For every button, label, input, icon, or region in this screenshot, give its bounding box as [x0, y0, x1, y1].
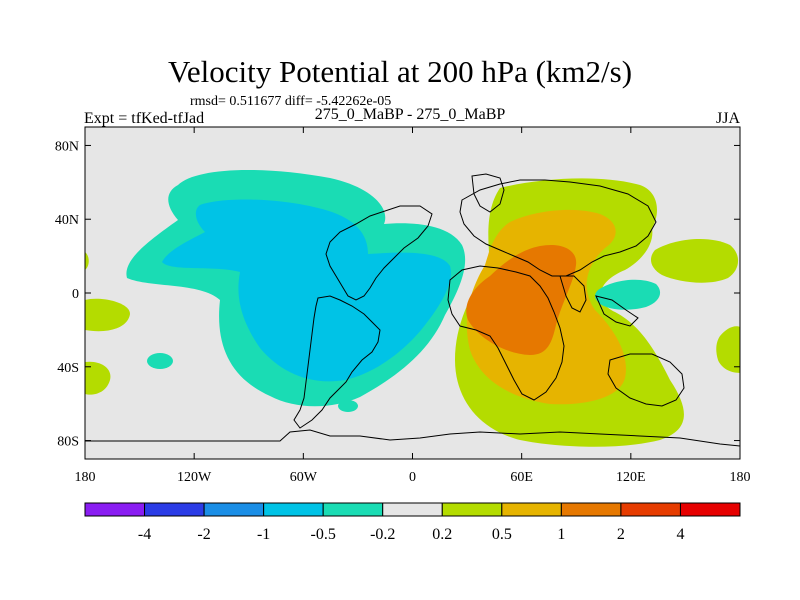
australia-outline	[607, 353, 685, 407]
y-tick-label: 80N	[55, 139, 79, 154]
antarctica-outline	[85, 429, 740, 447]
colorbar-swatch	[620, 502, 681, 517]
colorbar-label: -2	[197, 526, 210, 543]
season-label: JJA	[715, 110, 740, 127]
south-america-outline	[293, 295, 381, 429]
x-tick-label: 0	[409, 470, 416, 485]
region-neg-blob	[147, 353, 173, 369]
x-tick-label: 180	[75, 470, 96, 485]
region-pos-west	[85, 298, 130, 332]
colorbar-label: -0.2	[370, 526, 395, 543]
colorbar-label: 4	[676, 526, 684, 543]
x-tick-label: 60E	[510, 470, 533, 485]
y-tick-label: 0	[72, 287, 79, 302]
colorbar-label: -0.5	[311, 526, 336, 543]
region-pos-east	[650, 238, 739, 283]
region-neg-east	[595, 279, 661, 310]
colorbar-swatch	[679, 502, 741, 517]
colorbar-swatch	[263, 502, 324, 517]
greenland-outline	[471, 173, 505, 213]
coastlines	[85, 173, 740, 447]
india-outline	[559, 275, 587, 313]
x-tick-label: 180	[730, 470, 751, 485]
axis-layer: 180 120W 60W 0 60E 120E 180 80N 40N 0 40S 80S	[55, 127, 751, 485]
africa-outline	[447, 265, 565, 401]
region-pos-west	[85, 252, 89, 270]
colorbar-swatch	[560, 502, 622, 517]
se-asia-outline	[595, 295, 639, 327]
colorbar-swatch	[501, 502, 562, 517]
colorbar-label: 0.5	[492, 526, 512, 543]
colorbar-swatch	[203, 502, 265, 517]
colorbar-label: -1	[257, 526, 270, 543]
colorbar: -4 -2 -1 -0.5 -0.2 0.2 0.5 1 2 4	[84, 502, 741, 543]
eurasia-outline	[459, 179, 657, 277]
stat-text: rmsd= 0.511677 diff= -5.42262e-05	[190, 94, 392, 109]
colorbar-label: 1	[557, 526, 565, 543]
x-tick-label: 60W	[290, 470, 318, 485]
colorbar-label: -4	[138, 526, 151, 543]
colorbar-swatch	[382, 502, 443, 517]
x-tick-label: 120W	[177, 470, 212, 485]
colorbar-swatch	[441, 502, 503, 517]
experiment-label: Expt = tfKed-tfJad	[84, 110, 205, 127]
page-title: Velocity Potential at 200 hPa (km2/s)	[167, 54, 633, 89]
region-pos-core	[466, 244, 577, 355]
y-tick-label: 80S	[57, 435, 79, 450]
colorbar-label: 2	[617, 526, 625, 543]
case-label: 275_0_MaBP - 275_0_MaBP	[314, 106, 506, 123]
region-pos-east	[716, 326, 740, 373]
colorbar-swatch	[322, 502, 384, 517]
colorbar-swatch	[84, 502, 146, 517]
region-pos-west	[85, 361, 111, 395]
colorbar-swatch	[144, 502, 205, 517]
x-tick-label: 120E	[616, 470, 646, 485]
north-america-outline	[325, 205, 433, 301]
region-neg-blob	[338, 400, 358, 412]
y-tick-label: 40N	[55, 213, 79, 228]
y-tick-label: 40S	[57, 361, 79, 376]
colorbar-label: 0.2	[432, 526, 452, 543]
